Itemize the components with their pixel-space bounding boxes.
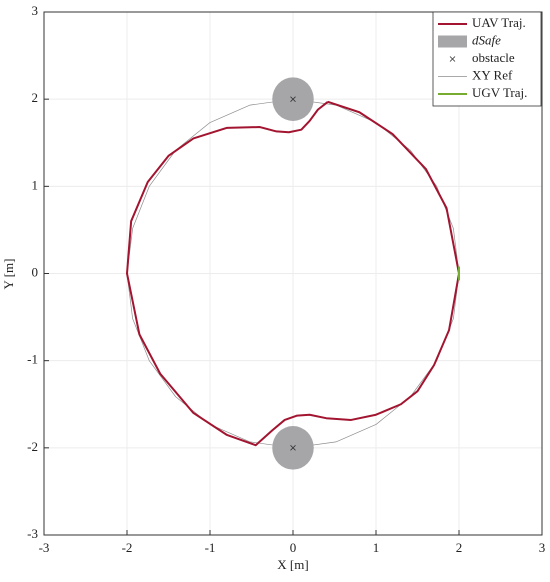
legend-swatch bbox=[438, 35, 467, 48]
x-tick-label: 1 bbox=[373, 540, 380, 555]
x-tick-label: -1 bbox=[205, 540, 216, 555]
x-tick-label: 0 bbox=[290, 540, 297, 555]
x-tick-label: 3 bbox=[539, 540, 546, 555]
y-tick-label: 0 bbox=[32, 264, 39, 279]
legend-label: dSafe bbox=[472, 32, 501, 47]
x-axis-label: X [m] bbox=[277, 557, 308, 572]
legend-label: UAV Traj. bbox=[472, 15, 526, 30]
y-axis-label: Y [m] bbox=[1, 259, 16, 290]
legend-swatch bbox=[449, 56, 456, 62]
y-tick-label: -3 bbox=[27, 526, 38, 541]
x-tick-label: -3 bbox=[39, 540, 50, 555]
obstacle-marker bbox=[290, 445, 296, 451]
x-tick-label: 2 bbox=[456, 540, 463, 555]
y-tick-label: -2 bbox=[27, 439, 38, 454]
y-tick-label: -1 bbox=[27, 352, 38, 367]
trajectory bbox=[126, 100, 460, 447]
y-tick-label: 2 bbox=[32, 90, 39, 105]
legend-label: XY Ref bbox=[472, 67, 513, 82]
x-tick-label: -2 bbox=[122, 540, 133, 555]
legend-label: UGV Traj. bbox=[472, 85, 527, 100]
y-tick-label: 1 bbox=[32, 177, 39, 192]
legend-label: obstacle bbox=[472, 50, 515, 65]
y-tick-label: 3 bbox=[32, 3, 39, 18]
obstacle-marker bbox=[290, 96, 296, 102]
legend-box bbox=[432, 11, 542, 107]
plot-frame bbox=[43, 11, 543, 536]
